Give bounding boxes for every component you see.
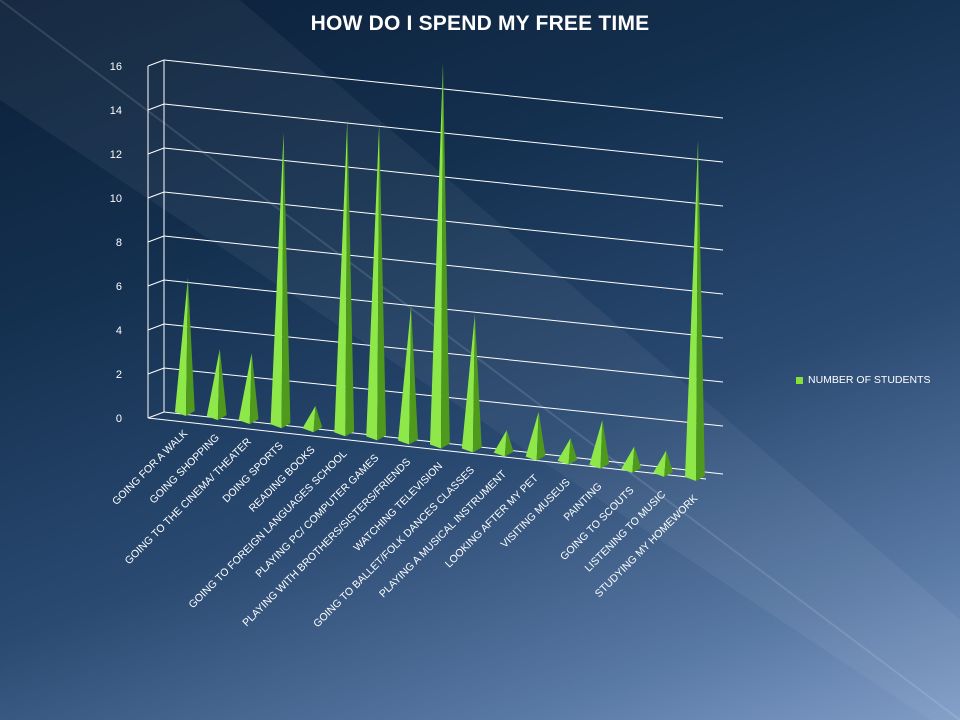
bar-face-dark [696,140,705,481]
legend-label: NUMBER OF STUDENTS [808,374,931,386]
bar-face-dark [281,132,291,429]
bar-face-dark [313,405,323,433]
bar-face-dark [249,352,259,425]
bar [589,419,610,469]
y-tick-layer: 0 2 4 6 8 10 12 14 16 [110,61,122,425]
side-gridline [147,367,165,375]
category-label: VISITING MUSEUS [499,476,573,550]
side-gridline [147,147,165,155]
bar-face-light [557,438,571,465]
bar-face-light [430,63,443,449]
bar-layer [174,63,705,481]
gridline [163,59,724,119]
bar-face-light [461,313,475,453]
bar-face-light [589,419,603,469]
bar-face-light [206,348,220,421]
bar [270,132,291,429]
y-tick-label: 10 [110,193,122,205]
bar-face-dark [536,411,546,461]
bar-face-dark [441,63,450,449]
side-gridline [147,279,165,287]
bar-face-light [685,140,699,481]
bar-face-light [398,305,412,445]
chart-title: HOW DO I SPEND MY FREE TIME [310,12,650,35]
bar-face-dark [504,430,514,457]
bar-face-light [366,122,380,441]
bar-face-dark [568,438,578,465]
category-label: GOING TO THE CINEMA/ THEATER [123,435,254,566]
side-gridline [147,235,165,243]
bar-face-light [302,405,316,433]
bar [685,140,705,481]
bar-face-dark [345,118,355,437]
side-gridline [147,59,165,67]
y-tick-label: 12 [110,149,122,161]
y-tick-label: 2 [116,369,122,381]
side-gridline [147,191,165,199]
bar [525,411,546,461]
category-label: READING BOOKS [247,444,318,515]
bar [461,313,482,453]
bar-face-dark [472,313,482,453]
bar-face-light [238,352,252,425]
y-tick-label: 4 [116,325,122,337]
bar [398,305,418,445]
bar-face-light [270,132,284,429]
legend-swatch [796,376,803,384]
bar [302,405,323,433]
bar [493,430,514,457]
bar-face-dark [600,419,610,469]
y-tick-label: 6 [116,281,122,293]
y-tick-label: 0 [116,413,122,425]
bar-face-light [174,277,188,417]
bar [206,348,227,421]
bar-face-light [493,430,507,457]
bar-face-dark [632,446,642,473]
bar [174,277,195,417]
bar-face-light [653,450,667,477]
bar [557,438,578,465]
bar [366,122,387,441]
bar-face-dark [377,122,387,441]
bar [653,450,673,477]
bar-face-light [621,446,635,473]
y-tick-label: 14 [110,105,122,117]
bar-face-dark [185,277,195,417]
bar [621,446,642,473]
category-label: PLAYING A MUSICAL INSTRUMENT [377,468,509,600]
bar-face-light [334,118,348,437]
bar [238,352,259,425]
y-tick-label: 8 [116,237,122,249]
side-gridline [147,103,165,111]
floor-front-edge [147,417,707,480]
bar-face-dark [217,348,227,421]
side-gridline [147,411,165,419]
bar [334,118,355,437]
bar-face-light [525,411,539,461]
legend: NUMBER OF STUDENTS [796,374,931,386]
bar-face-dark [664,450,673,477]
bar-face-dark [409,305,418,445]
side-gridline [147,323,165,331]
bar [430,63,450,449]
category-label: PLAYING WITH BROTHERS/SISTERS/FRIENDS [240,456,413,629]
y-tick-label: 16 [110,61,122,73]
